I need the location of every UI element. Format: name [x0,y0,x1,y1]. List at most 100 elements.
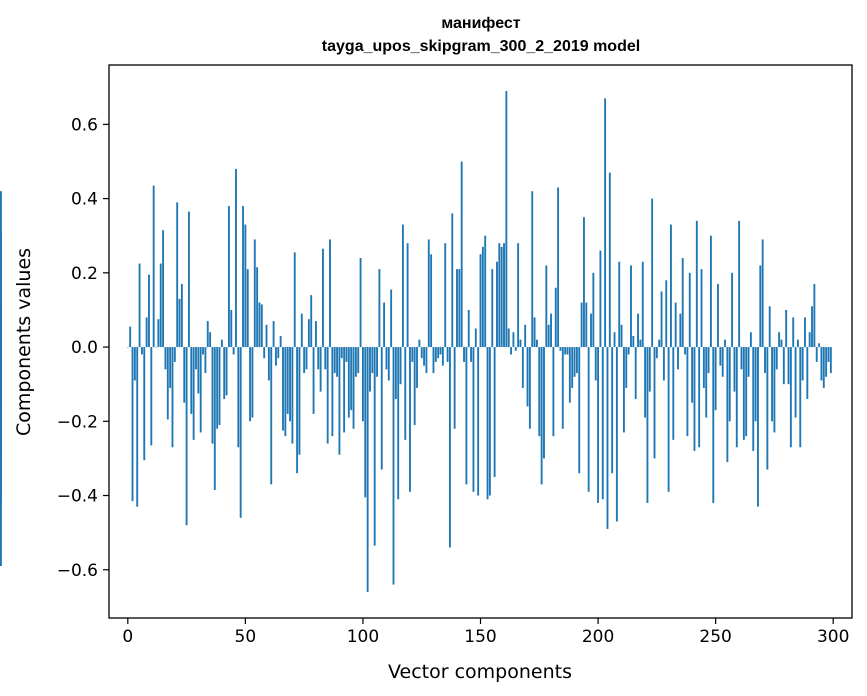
bar-97 [354,347,357,377]
bar-82 [319,347,322,392]
bar-176 [540,347,543,485]
bar-168 [521,347,524,388]
bar-32 [202,347,204,355]
bar-215 [632,335,635,348]
bar-159 [500,246,503,348]
bar-133 [439,347,442,355]
bar-197 [590,313,592,348]
bar-217 [637,313,639,348]
x-tick-label: 0 [122,627,133,647]
bar-101 [364,347,367,498]
bar-243 [698,347,701,448]
bar-42 [225,347,228,396]
bar-86 [329,239,331,348]
bar-189 [571,347,574,388]
bar-132 [437,347,440,359]
bar-212 [625,347,628,388]
bar-282 [789,347,792,448]
bar-111 [387,347,390,381]
bar-63 [274,347,277,366]
bar-225 [655,347,658,359]
bar-296 [822,347,825,388]
bar-211 [622,347,625,433]
bar-153 [486,347,489,500]
bar-48 [239,347,242,518]
bar-124 [418,339,421,348]
bar-23 [180,283,183,348]
bar-4 [136,347,139,507]
bar-99 [359,257,362,348]
bar-221 [646,347,649,503]
bar-93 [345,347,348,362]
bar-60 [267,347,270,381]
bar-62 [272,321,275,348]
bar-198 [592,272,595,348]
bar-73 [298,347,301,455]
bar-196 [587,347,590,492]
bar-207 [613,332,616,348]
bar-108 [380,347,383,470]
bar-266 [752,347,755,451]
bar-81 [317,347,320,370]
bar-226 [658,339,661,348]
bar-286 [799,347,802,448]
bar-230 [667,347,670,492]
bar-146 [470,347,473,362]
bar-182 [554,287,557,348]
bar-46 [235,168,237,348]
bar-281 [787,347,790,385]
bar-98 [357,347,360,374]
bar-218 [639,339,642,348]
bar-213 [627,347,630,355]
bar-236 [681,257,684,348]
bar-114 [394,347,397,400]
bar-222 [648,347,651,392]
bar-164 [512,332,515,348]
bar-284 [794,347,797,418]
bar-250 [714,347,717,411]
bar-186 [564,347,567,355]
bar-1 [129,326,132,348]
bar-232 [672,347,675,440]
bar-130 [432,347,435,374]
bar-195 [585,302,588,348]
bar-160 [503,243,505,348]
bar-72 [296,347,299,474]
bar-36 [211,347,214,444]
bar-270 [761,239,764,348]
y-tick-label: −0.4 [57,487,98,507]
bar-251 [717,283,719,348]
bar-293 [815,347,818,362]
y-tick-label: 0.2 [71,264,98,284]
bar-9 [148,274,150,348]
bar-53 [251,347,254,418]
bar-11 [152,185,155,348]
bar-245 [702,347,705,388]
bar-127 [425,347,428,374]
bar-203 [604,98,607,348]
bar-214 [630,265,632,348]
bar-235 [679,313,682,348]
bar-166 [517,243,520,348]
bar-144 [465,347,468,485]
bar-13 [157,319,160,348]
bar-2 [131,347,134,502]
bar-239 [688,272,691,348]
bar-229 [665,280,668,348]
bar-106 [376,347,378,377]
bar-129 [430,254,433,348]
bar-156 [493,347,496,477]
bar-150 [479,254,482,348]
bar-290 [808,332,811,348]
bar-161 [505,90,508,348]
bar-256 [728,347,731,422]
bar-242 [695,220,698,348]
bar-50 [244,224,247,348]
bar-295 [820,347,823,381]
bar-185 [561,347,564,429]
bar-136 [446,347,449,362]
bar-undefined [0,191,2,348]
bar-143 [463,347,465,362]
bar-265 [749,332,752,348]
bar-30 [197,347,200,394]
